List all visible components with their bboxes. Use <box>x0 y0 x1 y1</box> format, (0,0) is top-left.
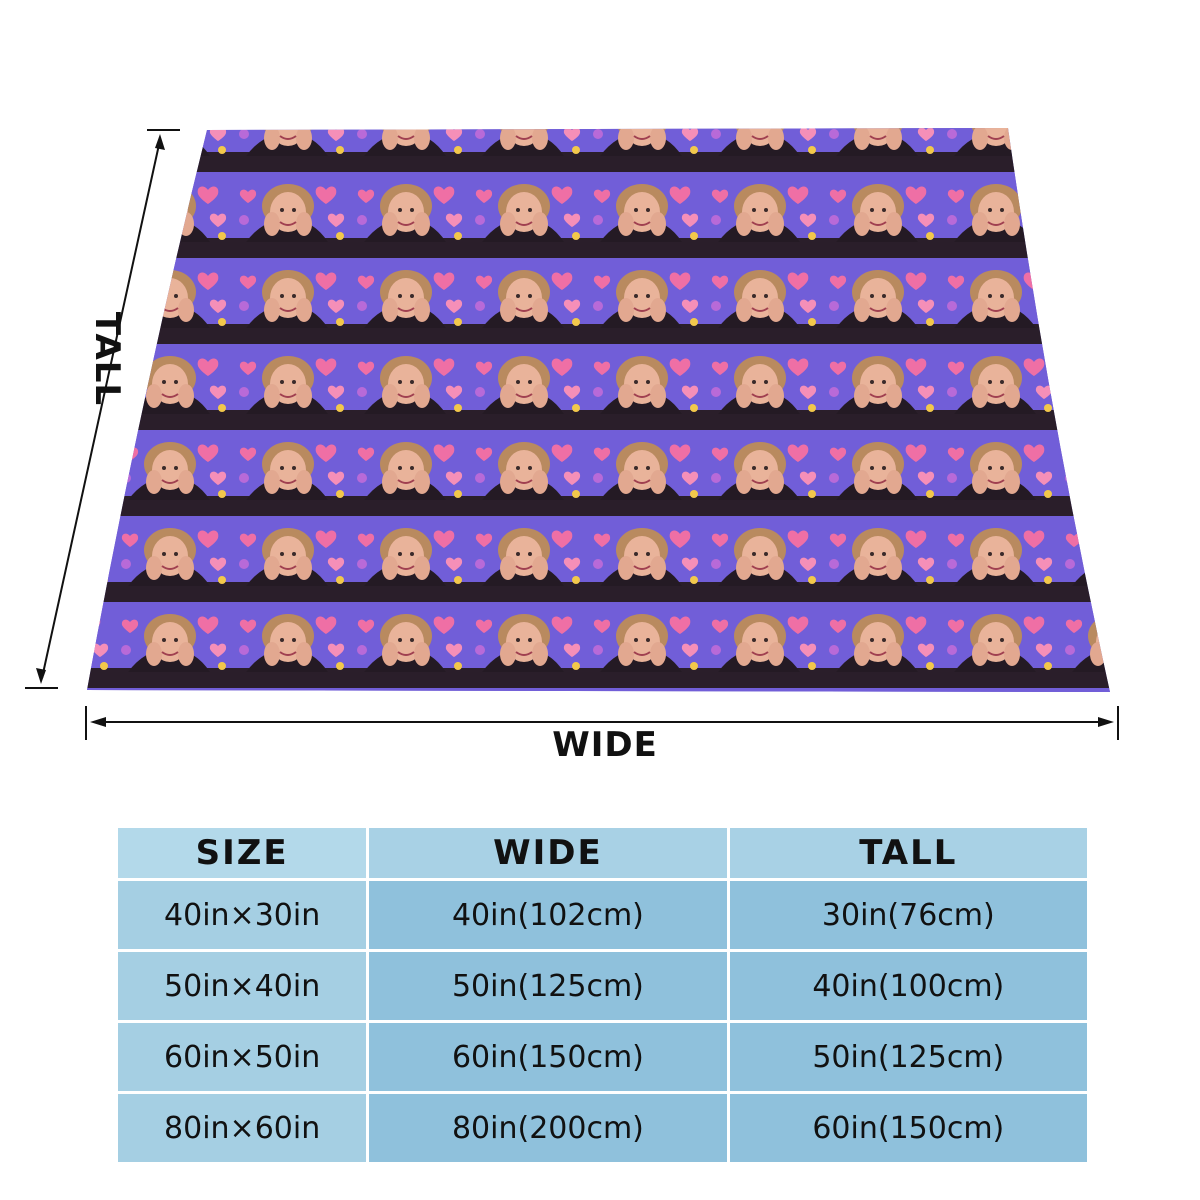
blanket-diagram <box>25 128 1119 740</box>
cell-wide: 60in(150cm) <box>369 1023 727 1091</box>
tall-label: TALL <box>87 311 128 407</box>
cell-wide: 80in(200cm) <box>369 1094 727 1162</box>
cell-size: 50in×40in <box>118 952 367 1020</box>
wide-label: WIDE <box>552 725 658 765</box>
table-row: 80in×60in 80in(200cm) 60in(150cm) <box>118 1094 1087 1162</box>
header-size: SIZE <box>118 828 367 878</box>
cell-size: 40in×30in <box>118 881 367 949</box>
cell-size: 60in×50in <box>118 1023 367 1091</box>
size-table-header: SIZE WIDE TALL <box>118 828 1087 878</box>
cell-tall: 30in(76cm) <box>729 881 1087 949</box>
cell-tall: 40in(100cm) <box>729 952 1087 1020</box>
header-tall: TALL <box>729 828 1087 878</box>
tall-arrow <box>25 129 180 689</box>
cell-tall: 50in(125cm) <box>729 1023 1087 1091</box>
header-wide: WIDE <box>369 828 727 878</box>
cell-tall: 60in(150cm) <box>729 1094 1087 1162</box>
cell-size: 80in×60in <box>118 1094 367 1162</box>
cell-wide: 50in(125cm) <box>369 952 727 1020</box>
table-row: 40in×30in 40in(102cm) 30in(76cm) <box>118 881 1087 949</box>
wide-arrow <box>85 706 1119 740</box>
table-row: 60in×50in 60in(150cm) 50in(125cm) <box>118 1023 1087 1091</box>
cell-wide: 40in(102cm) <box>369 881 727 949</box>
size-table: SIZE WIDE TALL 40in×30in 40in(102cm) 30i… <box>115 825 1090 1165</box>
blanket <box>87 128 1110 692</box>
table-row: 50in×40in 50in(125cm) 40in(100cm) <box>118 952 1087 1020</box>
